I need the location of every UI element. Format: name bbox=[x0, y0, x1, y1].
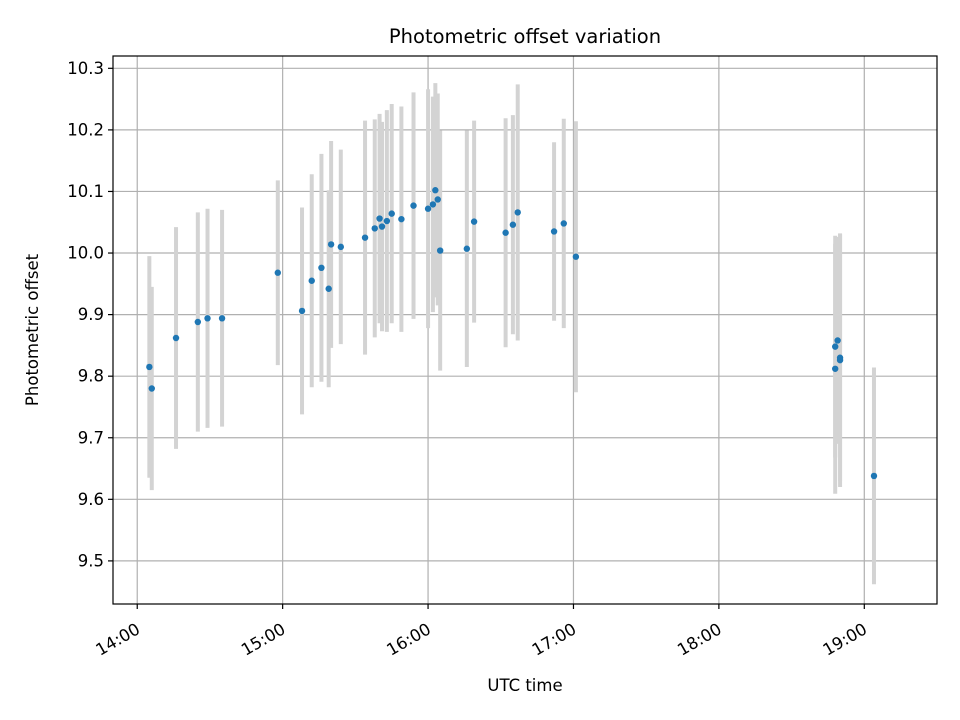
data-point bbox=[870, 472, 878, 480]
y-tick-label: 10.1 bbox=[67, 182, 104, 201]
data-point bbox=[325, 285, 332, 292]
data-point bbox=[463, 245, 471, 252]
data-point bbox=[376, 215, 383, 222]
y-tick-label: 10.3 bbox=[67, 59, 104, 78]
data-point bbox=[572, 253, 580, 260]
y-tick-label: 9.8 bbox=[78, 367, 104, 386]
data-point bbox=[172, 334, 180, 342]
data-point bbox=[429, 201, 437, 208]
data-point bbox=[274, 269, 281, 276]
x-axis-title: UTC time bbox=[487, 676, 562, 695]
y-tick-label: 9.9 bbox=[78, 305, 104, 324]
y-tick-label: 9.7 bbox=[78, 428, 104, 447]
chart-title: Photometric offset variation bbox=[389, 25, 661, 48]
y-axis-title: Photometric offset bbox=[23, 253, 42, 406]
data-point bbox=[470, 218, 478, 225]
y-tick-label: 10.0 bbox=[67, 244, 104, 263]
data-point bbox=[502, 229, 509, 236]
data-point bbox=[398, 215, 405, 223]
data-point bbox=[383, 217, 391, 225]
data-point bbox=[298, 307, 306, 315]
data-point bbox=[204, 315, 211, 322]
y-axis-ticks: 9.5 9.6 9.7 9.8 9.9 10.0 10.1 10.2 10.3 bbox=[67, 59, 113, 570]
data-point bbox=[432, 187, 439, 194]
data-point bbox=[509, 221, 517, 228]
grid-lines bbox=[113, 56, 937, 604]
data-point bbox=[337, 243, 345, 251]
data-point bbox=[146, 363, 153, 371]
data-points bbox=[146, 187, 878, 480]
data-point bbox=[832, 365, 839, 372]
data-point bbox=[308, 277, 315, 284]
plot-frame bbox=[112, 55, 938, 605]
data-point bbox=[194, 318, 202, 326]
data-point bbox=[836, 356, 844, 364]
data-point bbox=[378, 223, 386, 230]
data-point bbox=[388, 210, 395, 217]
data-point bbox=[434, 196, 441, 203]
data-point bbox=[834, 337, 841, 344]
data-point bbox=[424, 205, 432, 212]
data-point bbox=[436, 247, 444, 254]
data-point bbox=[327, 241, 335, 248]
data-point bbox=[148, 385, 155, 392]
data-point bbox=[832, 343, 839, 350]
data-point bbox=[514, 209, 521, 216]
data-point bbox=[361, 234, 369, 241]
data-point bbox=[560, 220, 567, 227]
y-tick-label: 9.5 bbox=[78, 551, 104, 570]
y-tick-label: 9.6 bbox=[78, 490, 104, 509]
y-tick-label: 10.2 bbox=[67, 120, 104, 139]
data-point bbox=[550, 228, 558, 235]
data-point bbox=[218, 315, 226, 322]
data-point bbox=[371, 225, 378, 232]
data-point bbox=[318, 264, 325, 272]
data-point bbox=[410, 202, 417, 209]
